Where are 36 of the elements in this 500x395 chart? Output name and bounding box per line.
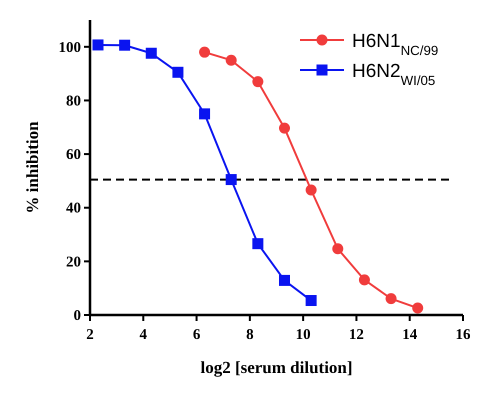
y-tick-label: 80 <box>66 93 81 110</box>
x-tick-label: 6 <box>192 327 201 343</box>
point <box>412 302 424 314</box>
point <box>386 293 397 304</box>
point <box>252 76 264 88</box>
point <box>306 295 317 306</box>
point <box>119 40 130 51</box>
x-tick-label: 16 <box>456 327 471 343</box>
x-tick-label: 4 <box>140 327 148 343</box>
y-tick-label: 100 <box>58 40 81 56</box>
legend-label: H6N1$_{NC/99}$ <box>352 31 438 58</box>
point <box>226 174 237 186</box>
x-tick-label: 2 <box>86 327 94 343</box>
y-tick-label: 60 <box>66 147 81 164</box>
y-tick-label: 20 <box>66 254 81 270</box>
point <box>146 48 157 59</box>
y-axis-title: % inhibition <box>23 120 42 214</box>
x-tick-label: 10 <box>296 327 311 343</box>
point <box>278 122 290 134</box>
point <box>199 108 210 120</box>
x-tick-label: 12 <box>348 327 364 343</box>
point <box>199 46 210 58</box>
point <box>306 184 317 196</box>
point <box>278 274 290 286</box>
legend-label: H6N2$_{WI/05}$ <box>352 61 436 88</box>
y-tick-label: 40 <box>66 200 81 217</box>
point <box>172 66 184 78</box>
point <box>226 54 237 66</box>
point <box>252 238 264 250</box>
point <box>332 243 344 254</box>
x-tick-label: 14 <box>402 327 418 343</box>
x-axis-title: log2 [serum dilution] <box>200 358 353 377</box>
y-tick-label: 0 <box>74 308 81 324</box>
point <box>358 274 370 286</box>
point <box>92 39 104 50</box>
x-tick-label: 8 <box>246 327 254 343</box>
